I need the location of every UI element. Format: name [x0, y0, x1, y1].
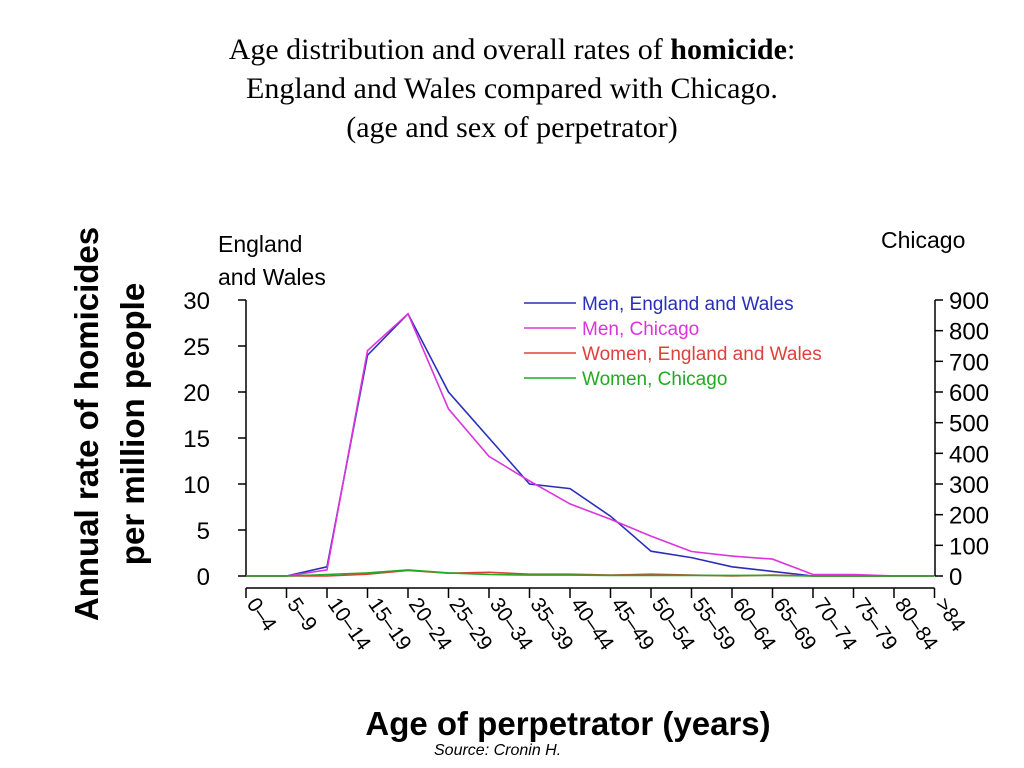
y-axis-label-line-1: Annual rate of homicides: [68, 227, 105, 621]
series-lines: [246, 312, 935, 577]
right-axis-tick-label: 200: [949, 503, 989, 530]
left-axis-tick-label: 5: [197, 518, 210, 545]
right-axis-tick-label: 0: [949, 564, 962, 591]
title-line-1-suffix: :: [786, 33, 796, 66]
x-axis-tick-label: 45–49: [606, 594, 658, 655]
left-axis-tick-label: 0: [197, 564, 210, 591]
series-line-2: [246, 312, 935, 577]
right-axis-tick-label: 600: [949, 380, 989, 407]
left-axis-title-line-1: England: [218, 231, 302, 257]
x-axis-tick-label: >84: [930, 594, 969, 637]
right-axis-tick-label: 800: [949, 319, 989, 346]
title-line-2: England and Wales compared with Chicago.: [246, 72, 778, 105]
right-axis-tick-label: 400: [949, 441, 989, 468]
left-axis-title-line-2: and Wales: [218, 264, 326, 290]
x-axis-tick-label: 5–9: [282, 594, 321, 636]
right-axis-tick-label: 500: [949, 411, 989, 438]
x-axis-tick-label: 25–29: [444, 594, 496, 655]
x-axis-tick-label: 15–19: [363, 594, 415, 655]
legend-label: Men, Chicago: [582, 319, 699, 340]
right-axis-tick-label: 900: [949, 288, 989, 315]
x-axis-tick-label: 35–39: [525, 594, 577, 655]
chart-title: Age distribution and overall rates of ho…: [0, 30, 1024, 147]
left-axis-tick-label: 10: [183, 472, 210, 499]
y-axis-label-line-2: per million people: [114, 283, 151, 565]
left-axis-tick-label: 20: [183, 380, 210, 407]
legend-label: Men, England and Wales: [582, 294, 794, 315]
right-axis-title: Chicago: [881, 227, 965, 253]
x-axis-label: Age of perpetrator (years): [365, 705, 770, 742]
x-axis-tick-label: 55–59: [687, 594, 739, 655]
right-axis-tick-label: 300: [949, 472, 989, 499]
x-axis-tick-label: 65–69: [768, 594, 820, 655]
left-axis-tick-label: 30: [183, 288, 210, 315]
legend-label: Women, England and Wales: [582, 344, 822, 365]
right-axis-tick-label: 100: [949, 533, 989, 560]
axis-labels: England and Wales Chicago Age of perpetrato…: [68, 227, 965, 742]
legend-label: Women, Chicago: [582, 369, 727, 390]
title-line-1: Age distribution and overall rates of ho…: [0, 30, 1024, 69]
x-axis-tick-label: 0–4: [242, 594, 281, 636]
title-line-1-prefix: Age distribution and overall rates of: [228, 33, 671, 66]
legend: Men, England and Wales Men, Chicago Women,…: [524, 294, 822, 390]
right-axis-tick-label: 700: [949, 349, 989, 376]
series-line-4: [246, 569, 935, 577]
x-axis-tick-label: 75–79: [849, 594, 901, 655]
left-axis-tick-label: 15: [183, 426, 210, 453]
title-line-1-bold: homicide: [670, 33, 787, 66]
left-axis-tick-label: 25: [183, 334, 210, 361]
title-line-3: (age and sex of perpetrator): [346, 111, 678, 144]
source-note: Source: Cronin H.: [434, 742, 562, 759]
